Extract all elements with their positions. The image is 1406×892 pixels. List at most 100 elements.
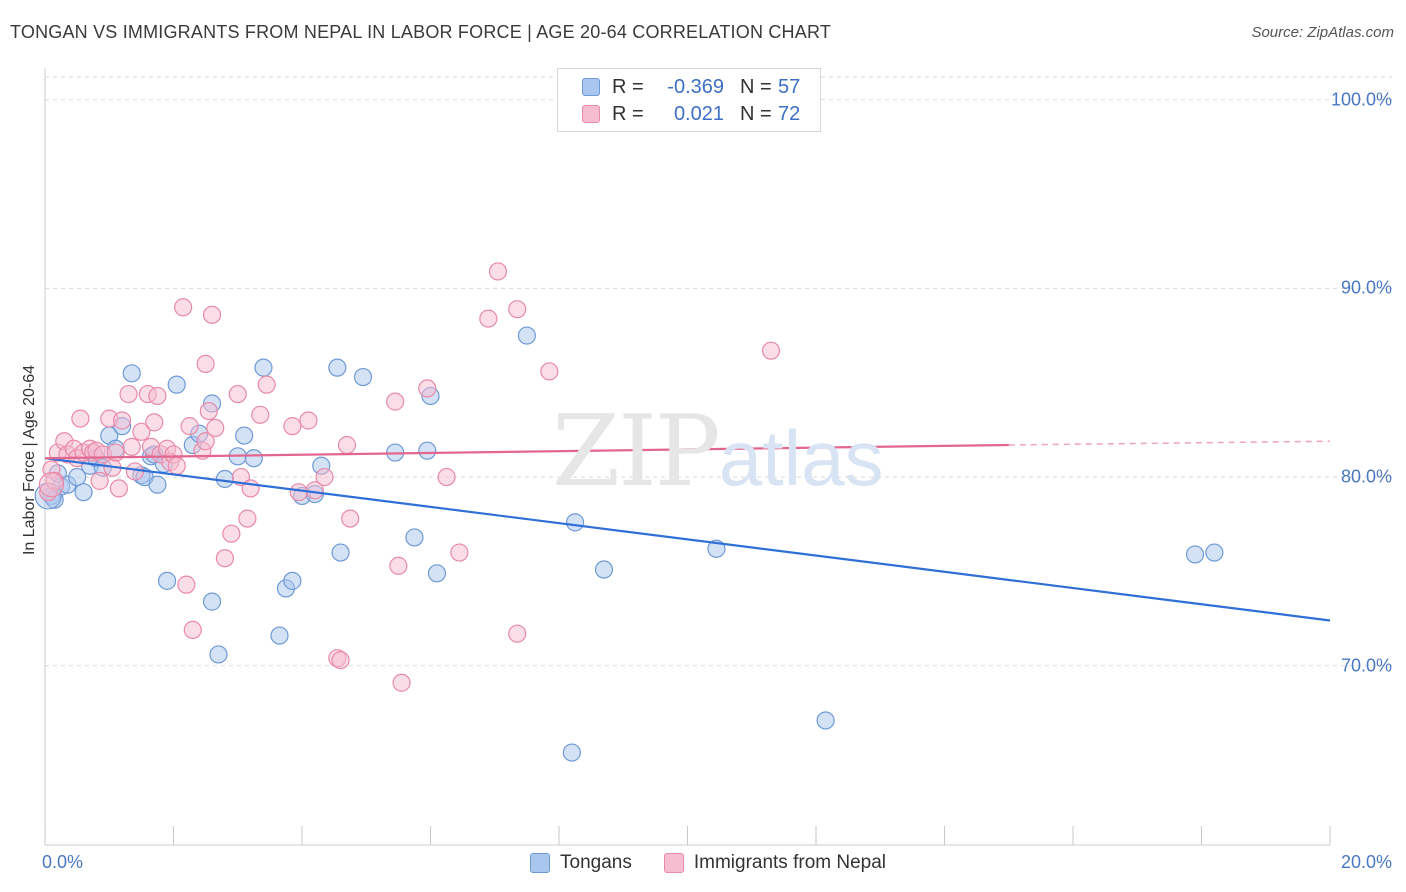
nepal-point: [761, 341, 781, 360]
nepal-point: [71, 409, 90, 428]
nepal-point: [122, 437, 141, 456]
nepal-point: [257, 375, 276, 394]
watermark-atlas: atlas: [718, 414, 884, 502]
y-tick-label: 70.0%: [1340, 655, 1392, 676]
y-axis-label: In Labor Force | Age 20-64: [21, 364, 38, 556]
tongans-point: [157, 571, 177, 590]
series-label-tongans: Tongans: [560, 852, 632, 873]
nepal-point: [215, 549, 234, 568]
nepal-point: [418, 379, 437, 398]
legend-r-label: R =: [612, 75, 644, 98]
y-tick-label: 80.0%: [1340, 466, 1392, 487]
nepal-point: [228, 384, 247, 404]
tongans-point: [68, 467, 87, 487]
nepal-point: [450, 543, 469, 562]
nepal-point: [174, 298, 193, 317]
nepal-point-cluster: [38, 472, 65, 498]
nepal-point: [508, 300, 527, 319]
tongans-point: [565, 513, 585, 532]
nepal-point: [132, 422, 151, 441]
tongans-point: [816, 711, 835, 730]
nepal-point: [202, 305, 222, 324]
nepal-point: [289, 483, 308, 502]
legend-r-value: -0.369: [667, 75, 724, 98]
nepal-point: [488, 262, 508, 281]
tongans-point: [167, 375, 186, 394]
nepal-point: [109, 479, 128, 498]
tongans-point: [283, 571, 302, 590]
legend-row-tongans: R = -0.369 N = 57: [582, 75, 800, 99]
nepal-point: [389, 556, 408, 575]
tongans-point: [209, 645, 228, 664]
nepal-point: [177, 575, 196, 594]
tongans-point: [405, 528, 424, 547]
y-tick-label: 100.0%: [1330, 89, 1392, 110]
nepal-point: [167, 456, 186, 475]
tongans-point: [244, 449, 263, 468]
tongans-points: [34, 326, 1224, 762]
nepal-trend-line-extension: [1008, 440, 1331, 446]
nepal-point: [331, 650, 350, 670]
tongans-point: [594, 560, 614, 579]
nepal-point: [196, 354, 215, 373]
tongans-point: [1205, 543, 1224, 562]
legend-swatch-nepal: [582, 105, 600, 123]
nepal-point: [196, 432, 215, 451]
source-note: Source: ZipAtlas.com: [1251, 24, 1394, 41]
series-swatch-tongans: [530, 853, 550, 873]
nepal-point: [145, 413, 164, 432]
series-legend-tongans[interactable]: Tongans: [530, 852, 632, 874]
nepal-point: [183, 620, 202, 640]
nepal-point: [180, 417, 199, 436]
nepal-point: [337, 435, 357, 455]
nepal-point: [251, 405, 270, 424]
axes: [44, 68, 1331, 846]
nepal-point: [106, 443, 125, 462]
tongans-point: [1185, 545, 1205, 564]
nepal-point: [479, 309, 498, 328]
tongans-point: [353, 367, 373, 387]
correlation-legend: R = -0.369 N = 57 R = 0.021 N = 72: [557, 68, 821, 132]
series-legend-nepal[interactable]: Immigrants from Nepal: [663, 852, 887, 874]
x-tick-label-min: 0.0%: [42, 852, 84, 872]
legend-row-nepal: R = 0.021 N = 72: [582, 102, 800, 126]
nepal-point: [386, 392, 405, 411]
nepal-point: [299, 411, 318, 430]
nepal-point: [238, 509, 257, 528]
tongans-point: [202, 592, 222, 611]
y-tick-label: 90.0%: [1340, 277, 1392, 298]
tongans-point: [122, 364, 141, 383]
tongans-point: [418, 441, 437, 460]
tongans-point: [215, 469, 234, 489]
nepal-point: [222, 524, 241, 543]
legend-n-value: 57: [778, 75, 801, 98]
tongans-point: [148, 475, 167, 494]
watermark-zip: ZIP: [552, 395, 721, 509]
series-swatch-nepal: [663, 853, 684, 873]
series-legend: Tongans Immigrants from Nepal: [530, 852, 918, 874]
nepal-point: [119, 384, 138, 404]
trend-lines: [44, 440, 1331, 622]
nepal-point: [540, 362, 559, 381]
nepal-point: [90, 471, 109, 490]
nepal-point: [148, 386, 167, 406]
legend-r-label: R =: [612, 102, 644, 125]
nepal-point: [206, 418, 225, 438]
watermark: ZIPatlas: [552, 395, 884, 509]
nepal-point: [283, 417, 302, 436]
grid-lines: [45, 76, 1392, 667]
chart-title: TONGAN VS IMMIGRANTS FROM NEPAL IN LABOR…: [10, 22, 832, 42]
x-tick-label-max: 20.0%: [1340, 852, 1392, 872]
tongans-point: [235, 426, 254, 445]
tongans-trend-line: [44, 457, 1331, 622]
tongans-point: [517, 326, 536, 345]
tongans-point: [74, 483, 93, 502]
nepal-point: [199, 401, 218, 421]
series-label-nepal: Immigrants from Nepal: [693, 852, 887, 873]
tongans-point: [562, 743, 581, 762]
nepal-point: [341, 509, 360, 528]
legend-r-value: 0.021: [673, 102, 724, 125]
nepal-point: [112, 411, 132, 430]
nepal-trend-line: [44, 443, 1009, 460]
